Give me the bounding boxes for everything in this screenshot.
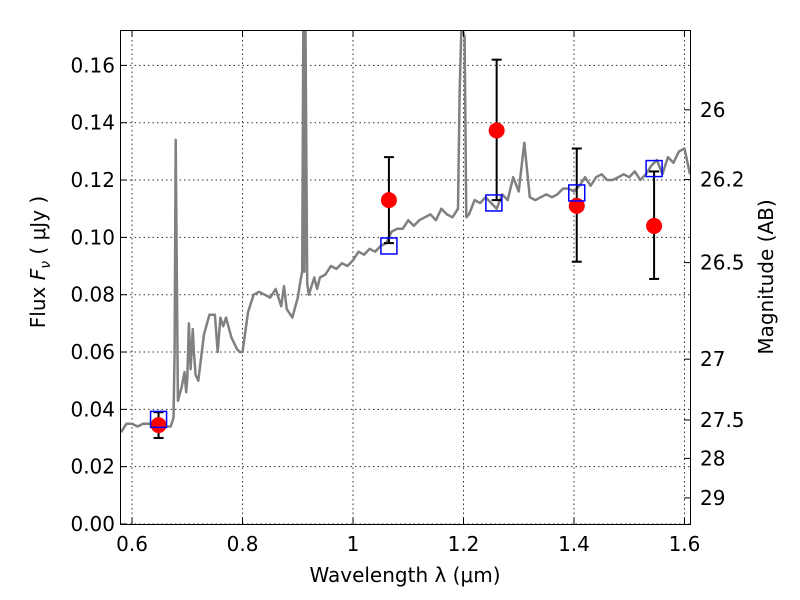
right-tick-label: 26 (700, 98, 725, 122)
spectrum-line (121, 31, 690, 433)
model-point (568, 184, 586, 202)
model-point (380, 237, 398, 255)
right-tick-label: 27 (700, 347, 725, 371)
model-photometry-points (149, 159, 663, 429)
observed-point (150, 417, 167, 434)
x-tick-label: 1.6 (669, 532, 701, 556)
observed-point (646, 217, 663, 234)
observed-points (150, 122, 663, 434)
plot-frame (120, 30, 691, 525)
x-axis-title: Wavelength λ (μm) (309, 563, 500, 587)
y-tick-label: 0.02 (70, 455, 115, 479)
x-axis-ticks: 0.6 0.8 1 1.2 1.4 1.6 (116, 31, 700, 556)
y-tick-label: 0.16 (70, 53, 115, 77)
right-axis-ticks: 26 26.2 26.5 27 27.5 28 29 (684, 98, 745, 510)
observed-point (488, 122, 505, 139)
observed-point (568, 197, 585, 214)
y-tick-label: 0.14 (70, 111, 115, 135)
y-tick-label: 0.06 (70, 340, 115, 364)
model-point (645, 159, 663, 178)
y-tick-label: 0.08 (70, 283, 115, 307)
x-tick-label: 0.6 (116, 532, 148, 556)
y-axis-ticks: 0.00 0.02 0.04 0.06 0.08 0.10 0.12 0.14 0.16 (70, 53, 127, 536)
y-tick-label: 0.10 (70, 225, 115, 249)
model-point (485, 194, 503, 212)
observed-point (380, 192, 397, 209)
right-tick-label: 27.5 (700, 408, 745, 432)
x-tick-label: 1.2 (448, 532, 480, 556)
y-tick-label: 0.12 (70, 168, 115, 192)
right-tick-label: 28 (700, 446, 725, 470)
y-tick-label: 0.04 (70, 397, 115, 421)
right-tick-label: 26.2 (700, 167, 745, 191)
x-tick-label: 1 (347, 532, 360, 556)
y-tick-label: 0.00 (70, 512, 115, 536)
model-spectrum (121, 31, 690, 433)
right-tick-label: 29 (700, 486, 725, 510)
right-axis-title: Magnitude (AB) (754, 199, 778, 354)
model-point (149, 410, 168, 429)
plot-background (120, 30, 691, 525)
right-tick-label: 26.5 (700, 251, 745, 275)
y-axis-title: Flux Fν ( μJy ) (26, 196, 54, 328)
x-tick-label: 1.4 (558, 532, 590, 556)
x-tick-label: 0.8 (227, 532, 259, 556)
